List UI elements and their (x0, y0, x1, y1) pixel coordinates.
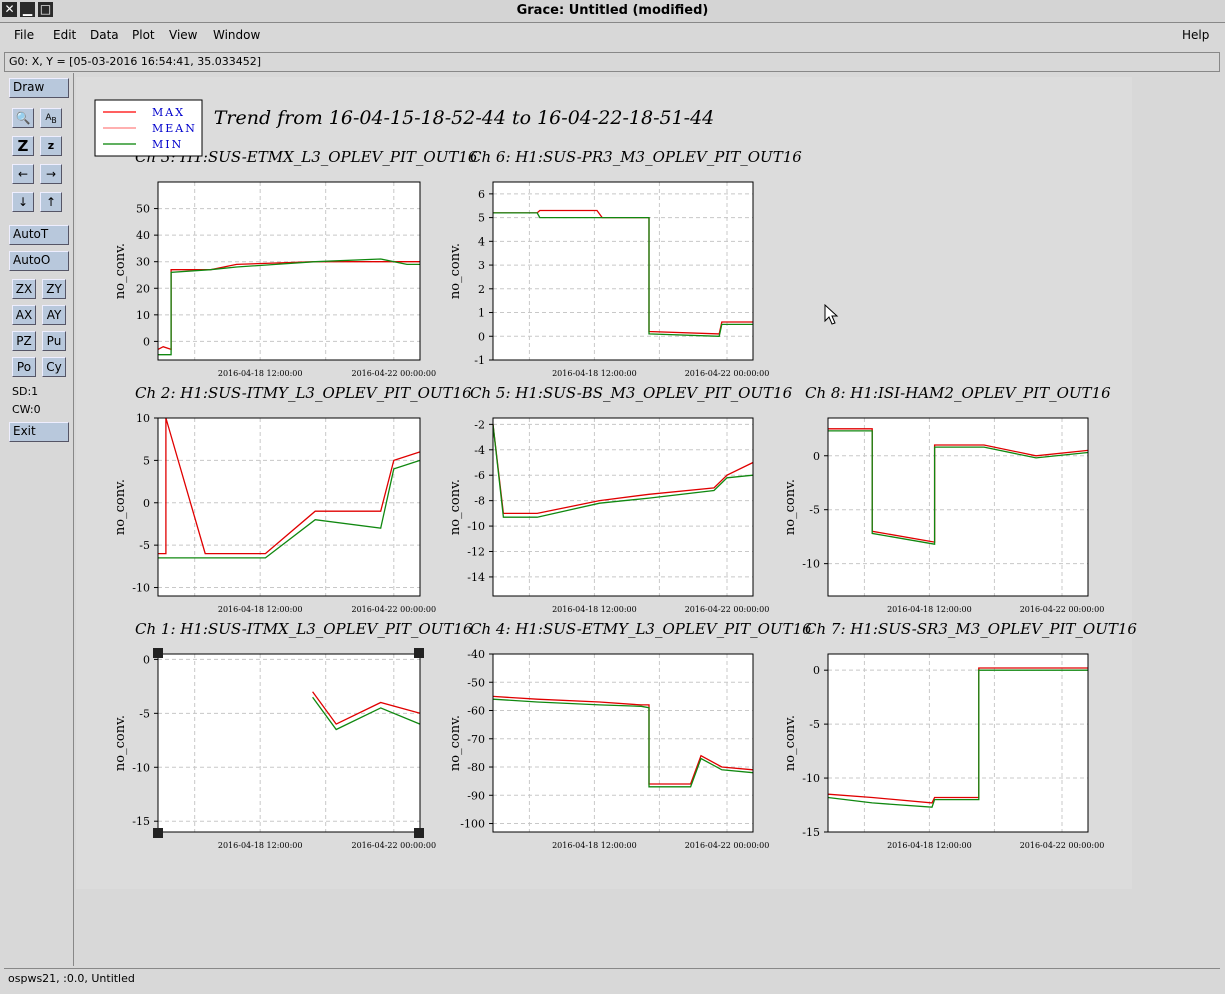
window-titlebar: ✕ ▁ □ Grace: Untitled (modified) (0, 0, 1225, 23)
exit-button[interactable]: Exit (9, 422, 69, 442)
coordinate-readout: G0: X, Y = [05-03-2016 16:54:41, 35.0334… (4, 52, 1220, 72)
zoom-in-icon[interactable]: Z (12, 136, 34, 156)
close-icon[interactable]: ✕ (2, 2, 17, 17)
pz-button[interactable]: PZ (12, 331, 36, 351)
zoom-out-icon[interactable]: z (40, 136, 62, 156)
arrow-up-icon[interactable]: ↑ (40, 192, 62, 212)
autot-button[interactable]: AutoT (9, 225, 69, 245)
arrow-right-icon[interactable]: → (40, 164, 62, 184)
cw-label: CW:0 (12, 403, 41, 416)
menu-data[interactable]: Data (90, 28, 119, 42)
zx-button[interactable]: ZX (12, 279, 36, 299)
cy-button[interactable]: Cy (42, 357, 66, 377)
menu-edit[interactable]: Edit (53, 28, 77, 42)
sd-label: SD:1 (12, 385, 39, 398)
autoo-button[interactable]: AutoO (9, 251, 69, 271)
minimize-icon[interactable]: ▁ (20, 2, 35, 17)
draw-button[interactable]: Draw (9, 78, 69, 98)
menu-help[interactable]: Help (1182, 28, 1210, 42)
status-text: ospws21, :0.0, Untitled (8, 972, 135, 985)
window-title: Grace: Untitled (modified) (516, 3, 709, 18)
menu-window[interactable]: Window (213, 28, 261, 42)
arrow-down-icon[interactable]: ↓ (12, 192, 34, 212)
mouse-cursor-icon (824, 304, 839, 325)
graph-page[interactable] (76, 77, 1132, 889)
arrow-left-icon[interactable]: ← (12, 164, 34, 184)
menu-plot[interactable]: Plot (132, 28, 155, 42)
coordinate-text: G0: X, Y = [05-03-2016 16:54:41, 35.0334… (9, 55, 262, 68)
pu-button[interactable]: Pu (42, 331, 66, 351)
zoom-icon[interactable]: 🔍 (12, 108, 34, 128)
zy-button[interactable]: ZY (42, 279, 66, 299)
ax-button[interactable]: AX (12, 305, 36, 325)
ay-button[interactable]: AY (42, 305, 66, 325)
toolbar: Draw 🔍 AB Z z ← → ↓ ↑ AutoT AutoO ZX ZY … (4, 73, 74, 966)
menu-file[interactable]: File (14, 28, 35, 42)
menubar: File Edit Data Plot View Window Help (4, 24, 1220, 48)
text-tool-icon[interactable]: AB (40, 108, 62, 128)
po-button[interactable]: Po (12, 357, 36, 377)
maximize-icon[interactable]: □ (38, 2, 53, 17)
menu-view[interactable]: View (169, 28, 198, 42)
status-bar: ospws21, :0.0, Untitled (4, 968, 1220, 989)
